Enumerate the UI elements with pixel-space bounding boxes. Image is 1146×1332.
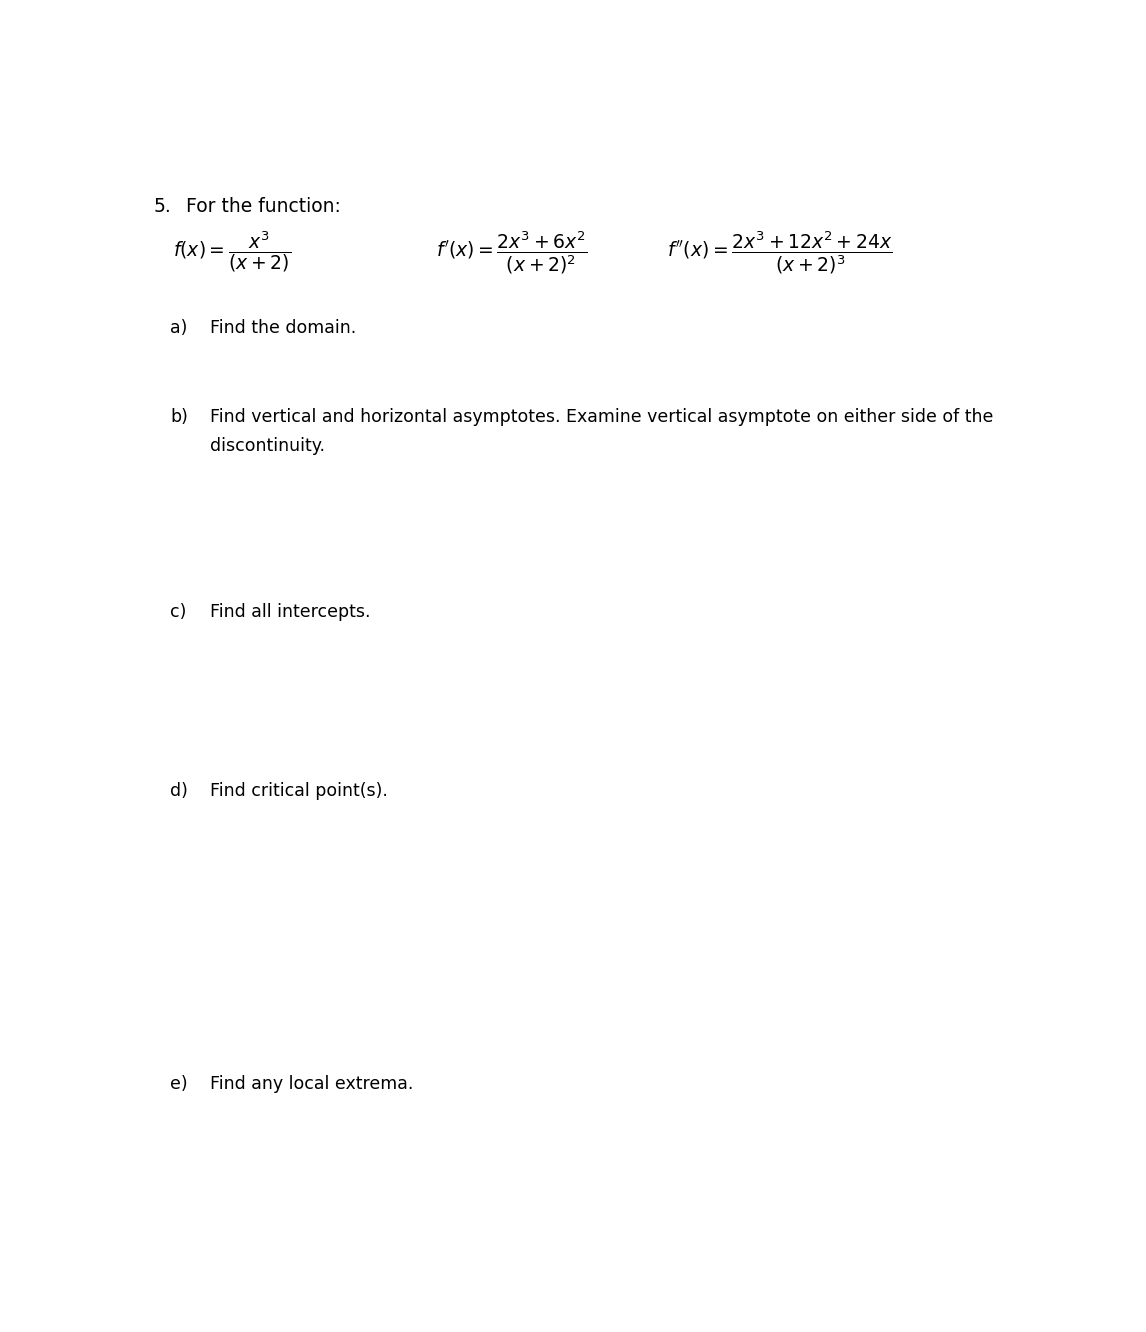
Text: d): d) (170, 782, 188, 801)
Text: 5.: 5. (154, 197, 172, 216)
Text: c): c) (170, 603, 187, 621)
Text: $f^{\prime\prime}(x) = \dfrac{2x^3 + 12x^2 + 24x}{(x + 2)^3}$: $f^{\prime\prime}(x) = \dfrac{2x^3 + 12x… (667, 229, 893, 276)
Text: Find all intercepts.: Find all intercepts. (210, 603, 370, 621)
Text: Find vertical and horizontal asymptotes. Examine vertical asymptote on either si: Find vertical and horizontal asymptotes.… (210, 408, 994, 426)
Text: a): a) (170, 318, 187, 337)
Text: Find any local extrema.: Find any local extrema. (210, 1075, 414, 1092)
Text: For the function:: For the function: (186, 197, 340, 216)
Text: Find the domain.: Find the domain. (210, 318, 356, 337)
Text: b): b) (170, 408, 188, 426)
Text: e): e) (170, 1075, 188, 1092)
Text: Find critical point(s).: Find critical point(s). (210, 782, 387, 801)
Text: $f(x) = \dfrac{x^3}{(x+2)}$: $f(x) = \dfrac{x^3}{(x+2)}$ (173, 230, 291, 274)
Text: discontinuity.: discontinuity. (210, 437, 324, 454)
Text: $f'(x) = \dfrac{2x^3 + 6x^2}{(x + 2)^2}$: $f'(x) = \dfrac{2x^3 + 6x^2}{(x + 2)^2}$ (437, 229, 588, 276)
